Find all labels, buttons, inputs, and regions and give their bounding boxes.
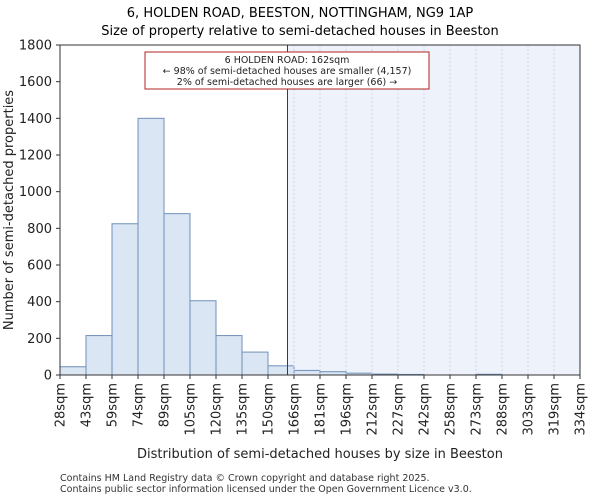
y-tick-label: 0 [44,369,52,384]
x-tick-label: 59sqm [106,383,121,427]
y-axis-label: Number of semi-detached properties [2,90,17,330]
bar-105sqm [189,300,217,376]
x-axis-label: Distribution of semi-detached houses by … [137,447,503,462]
x-tick-label: 120sqm [210,383,225,436]
x-tick-label: 303sqm [522,383,537,436]
y-tick-label: 1000 [19,185,52,200]
x-tick-label: 74sqm [132,383,147,427]
x-tick-label: 227sqm [392,383,407,436]
y-tick-label: 1200 [19,149,52,164]
annotation-border [144,51,430,90]
bar-43sqm [85,335,113,376]
larger-region-shade [287,45,580,375]
bar-59sqm [111,223,139,376]
x-tick-label: 288sqm [496,383,511,436]
y-tick-label: 200 [27,332,52,347]
annotation-line-2: ← 98% of semi-detached houses are smalle… [163,66,412,77]
bar-166sqm [293,369,321,376]
footer-licence: Contains public sector information licen… [60,484,472,495]
bar-150sqm [267,365,295,376]
y-tick-label: 1400 [19,112,52,127]
bar-89sqm [163,213,191,376]
x-tick-label: 28sqm [54,383,69,427]
y-tick-label: 800 [27,222,52,237]
x-tick-label: 135sqm [236,383,251,436]
x-tick-label: 150sqm [262,383,277,436]
annotation-box: 6 HOLDEN ROAD: 162sqm ← 98% of semi-deta… [144,51,430,90]
x-tick-label: 273sqm [470,383,485,436]
x-tick-label: 212sqm [366,383,381,436]
x-tick-label: 43sqm [80,383,95,427]
bar-74sqm [137,117,165,376]
x-tick-label: 242sqm [418,383,433,436]
x-tick-label: 181sqm [314,383,329,436]
x-tick-label: 89sqm [158,383,173,427]
x-tick-label: 319sqm [548,383,563,436]
x-tick-label: 258sqm [444,383,459,436]
x-tick-label: 166sqm [288,383,303,436]
x-tick-label: 196sqm [340,383,355,436]
annotation-line-1: 6 HOLDEN ROAD: 162sqm [225,55,350,66]
x-tick-label: 334sqm [574,383,589,436]
y-tick-label: 400 [27,295,52,310]
y-tick-label: 1600 [19,75,52,90]
chart-subtitle: Size of property relative to semi-detach… [101,24,499,39]
y-tick-label: 1800 [19,39,52,54]
annotation-line-3: 2% of semi-detached houses are larger (6… [177,77,397,88]
footer-copyright: Contains HM Land Registry data © Crown c… [60,473,430,484]
bar-135sqm [241,351,269,376]
x-tick-label: 105sqm [184,383,199,436]
chart-title: 6, HOLDEN ROAD, BEESTON, NOTTINGHAM, NG9… [127,6,474,21]
bar-28sqm [59,366,87,376]
bar-120sqm [215,335,243,376]
y-tick-label: 600 [27,259,52,274]
